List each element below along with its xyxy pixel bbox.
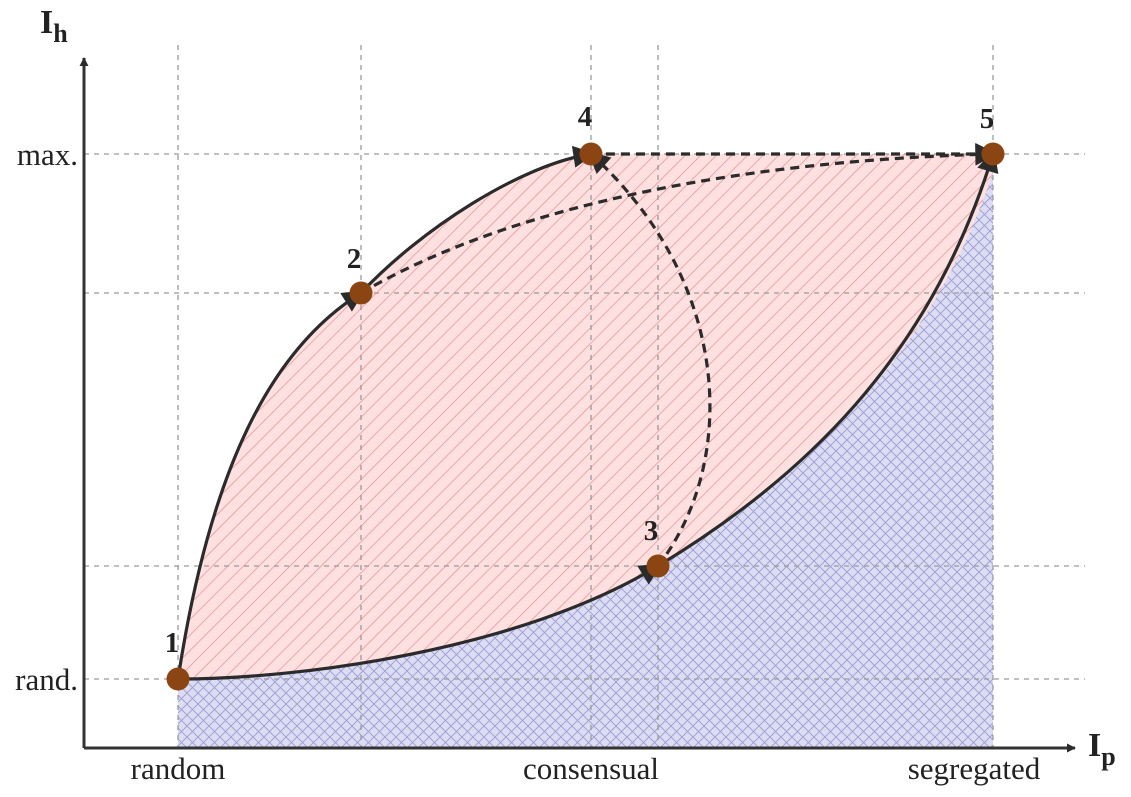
point-3	[646, 554, 670, 578]
x-tick-consensual: consensual	[523, 751, 659, 786]
x-axis-title: Ip	[1088, 727, 1116, 771]
x-tick-segregated: segregated	[908, 751, 1041, 786]
point-label-5: 5	[980, 103, 995, 135]
y-tick-rand: rand.	[15, 662, 78, 697]
path-3-4-dashed	[587, 151, 712, 567]
upper-region	[178, 154, 993, 679]
point-2	[349, 281, 373, 305]
x-axis-title-sub: p	[1101, 742, 1115, 771]
point-label-1: 1	[165, 627, 180, 659]
x-tick-random: random	[131, 751, 226, 786]
y-tick-max: max.	[17, 137, 78, 172]
point-label-2: 2	[347, 243, 362, 275]
points	[166, 142, 1005, 691]
point-label-3: 3	[644, 515, 659, 547]
path-2-4	[359, 145, 596, 295]
point-label-4: 4	[578, 101, 593, 133]
y-axis-title: Ih	[40, 4, 68, 48]
lower-region	[178, 172, 993, 748]
path-3-5	[657, 149, 999, 568]
path-1-2	[176, 290, 365, 680]
path-2-5-dashed	[360, 143, 998, 295]
point-1	[166, 667, 190, 691]
grid	[84, 45, 1085, 748]
y-axis-title-main: I	[40, 4, 53, 41]
x-axis-title-main: I	[1088, 727, 1101, 764]
point-5	[981, 142, 1005, 166]
point-4	[579, 142, 603, 166]
y-axis-title-sub: h	[53, 19, 68, 48]
path-1-3	[177, 563, 662, 681]
